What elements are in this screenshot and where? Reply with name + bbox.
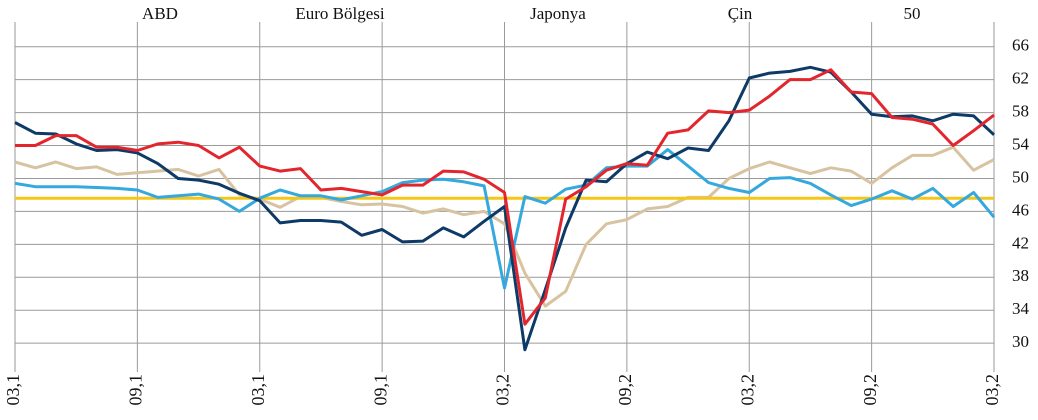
x-tick-label: 09,1 [126,374,146,406]
x-tick-label: 03,2 [737,374,757,406]
series-line [14,65,996,352]
y-tick-label: 30 [1012,332,1029,351]
y-tick-label: 46 [1012,200,1029,219]
x-tick-label: 03,2 [982,374,1002,406]
legend-label: 50 [904,4,921,23]
legend-label: Euro Bölgesi [295,4,385,23]
y-tick-label: 66 [1012,36,1029,55]
y-tick-label: 42 [1012,233,1029,252]
series-line [14,145,995,308]
x-tick-label: 03,1 [248,374,268,406]
x-tick-label: 09,1 [370,374,390,406]
series-line [15,68,995,326]
y-tick-label: 38 [1012,266,1029,285]
legend-label: ABD [142,4,178,23]
legend-label: Çin [728,4,753,23]
x-tick-label: 09,2 [615,374,635,406]
series-line [14,148,996,290]
y-tick-label: 34 [1012,299,1030,318]
x-tick-label: 03,1 [3,374,23,406]
x-tick-label: 09,2 [860,374,880,406]
y-tick-label: 62 [1012,69,1029,88]
legend-label: Japonya [530,4,586,23]
x-tick-label: 03,2 [493,374,513,406]
y-tick-label: 54 [1012,134,1030,153]
y-tick-label: 58 [1012,101,1029,120]
y-tick-label: 50 [1012,167,1029,186]
